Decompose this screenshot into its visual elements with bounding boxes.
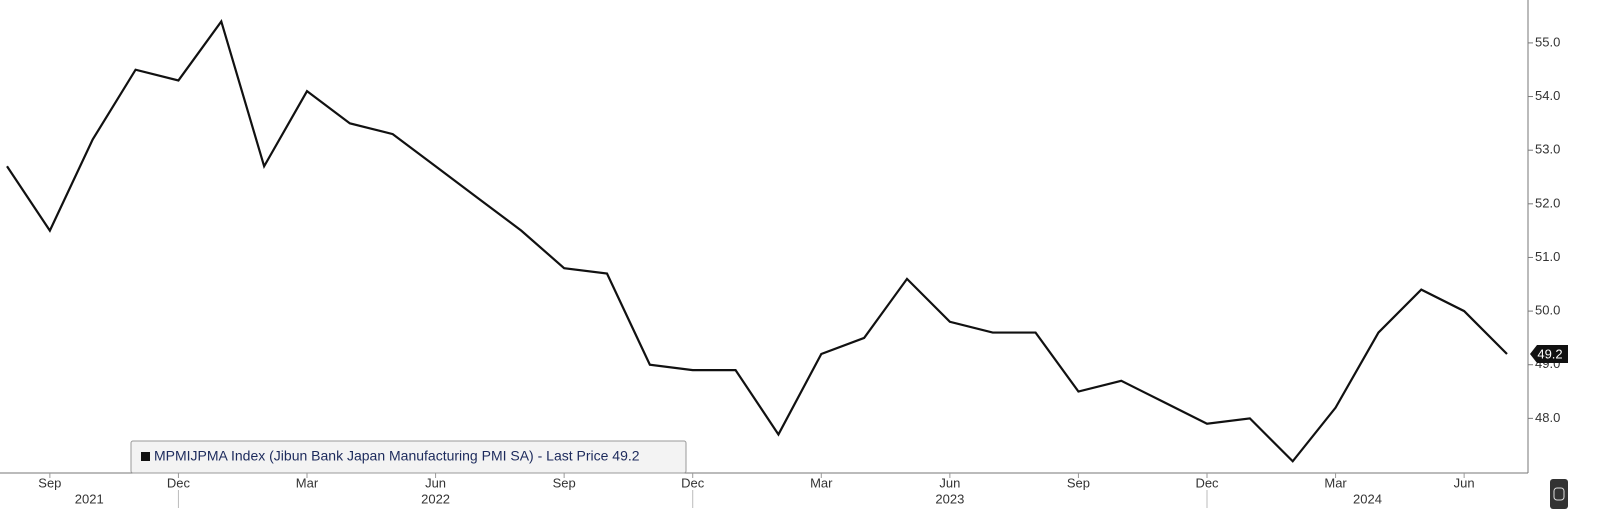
legend-swatch bbox=[141, 452, 150, 461]
x-tick-label: Dec bbox=[1195, 475, 1219, 490]
x-tick-label: Sep bbox=[38, 475, 61, 490]
y-tick-label: 53.0 bbox=[1535, 142, 1560, 157]
series-line bbox=[6, 19, 1508, 463]
x-tick-label: Mar bbox=[296, 475, 319, 490]
y-tick-label: 48.0 bbox=[1535, 410, 1560, 425]
scroll-icon[interactable] bbox=[1550, 479, 1568, 509]
y-tick-label: 51.0 bbox=[1535, 249, 1560, 264]
year-label: 2023 bbox=[935, 491, 964, 506]
scroll-icon-inner bbox=[1553, 487, 1565, 501]
x-tick-label: Sep bbox=[553, 475, 576, 490]
x-tick-label: Sep bbox=[1067, 475, 1090, 490]
y-tick-label: 50.0 bbox=[1535, 303, 1560, 318]
year-label: 2022 bbox=[421, 491, 450, 506]
year-label: 2021 bbox=[75, 491, 104, 506]
y-tick-label: 52.0 bbox=[1535, 195, 1560, 210]
x-tick-label: Dec bbox=[167, 475, 191, 490]
x-tick-label: Jun bbox=[939, 475, 960, 490]
last-value-tag bbox=[1530, 345, 1568, 363]
y-tick-label: 55.0 bbox=[1535, 34, 1560, 49]
legend-box bbox=[130, 440, 687, 474]
x-tick-label: Jun bbox=[1454, 475, 1475, 490]
x-tick-label: Mar bbox=[810, 475, 833, 490]
last-value-label: 49.2 bbox=[1537, 346, 1562, 361]
x-tick-label: Dec bbox=[681, 475, 705, 490]
y-tick-label: 54.0 bbox=[1535, 88, 1560, 103]
x-tick-label: Jun bbox=[425, 475, 446, 490]
legend-label: MPMIJPMA Index (Jibun Bank Japan Manufac… bbox=[154, 448, 640, 464]
x-tick-label: Mar bbox=[1324, 475, 1347, 490]
year-label: 2024 bbox=[1353, 491, 1382, 506]
